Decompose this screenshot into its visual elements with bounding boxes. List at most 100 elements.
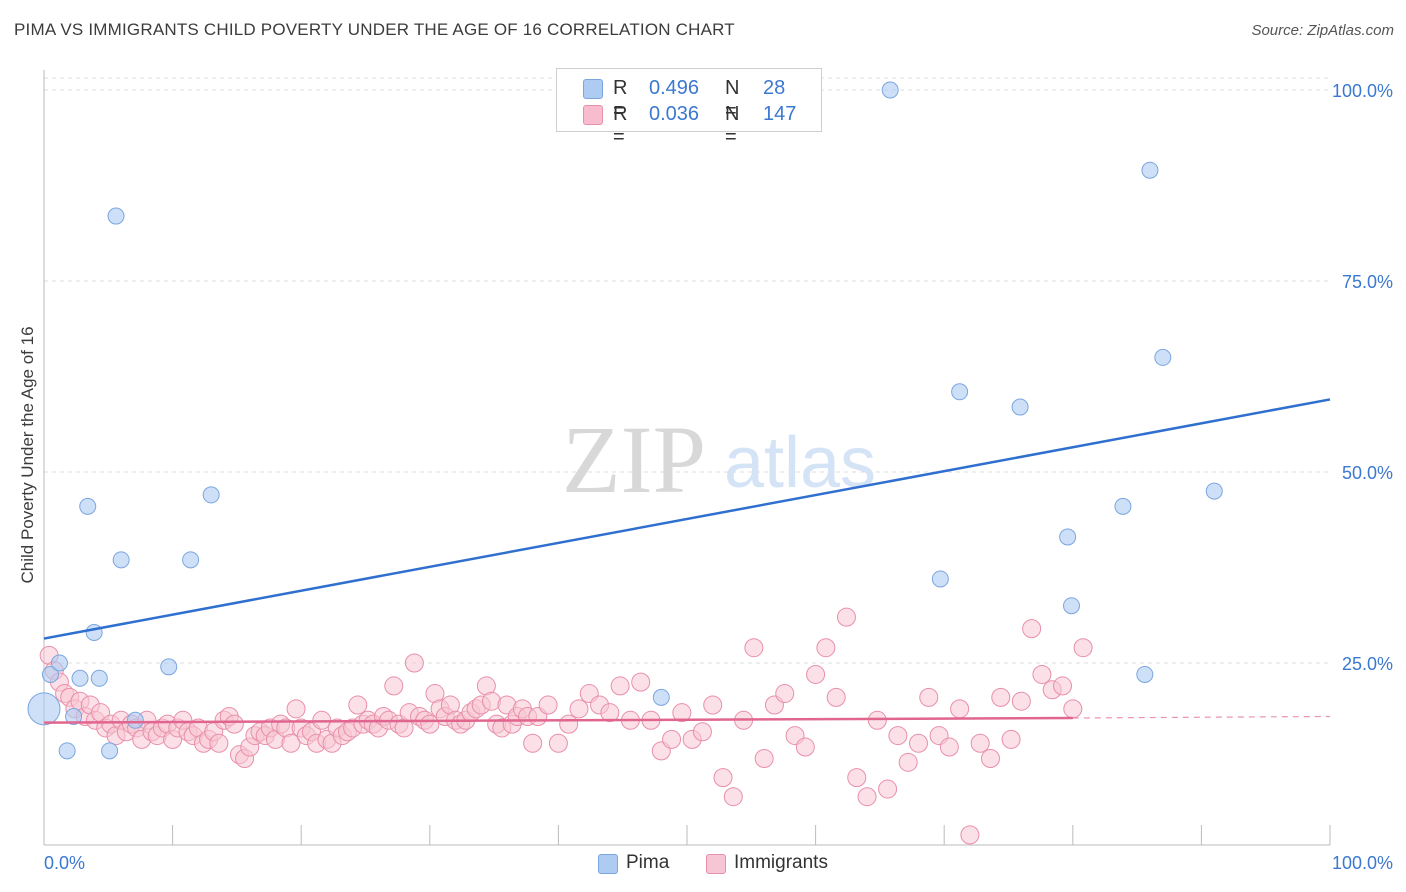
r-label: R = xyxy=(613,77,628,122)
pima-point xyxy=(1136,665,1154,683)
stats-legend: R = 0.496 N = 28 R = 0.036 N = 147 xyxy=(556,68,822,148)
immigrants-point xyxy=(610,676,630,696)
immigrants-point xyxy=(826,687,846,707)
pima-trend-line xyxy=(43,398,1331,640)
immigrants-point xyxy=(523,733,543,753)
pima-point xyxy=(112,551,130,569)
pima-point xyxy=(58,742,76,760)
y-tick-label: 25.0% xyxy=(1342,654,1393,674)
immigrants-point xyxy=(713,768,733,788)
immigrants-legend-label: Immigrants xyxy=(734,852,828,873)
immigrants-point xyxy=(836,607,856,627)
immigrants-point xyxy=(209,733,229,753)
x-tick-label: 100.0% xyxy=(1332,853,1393,873)
x-tick-label: 0.0% xyxy=(44,853,85,873)
pima-point xyxy=(1063,597,1081,615)
immigrants-point xyxy=(1073,638,1093,658)
immigrants-point xyxy=(281,733,301,753)
pima-point xyxy=(1059,528,1077,546)
pima-legend-label: Pima xyxy=(626,852,670,873)
pima-point xyxy=(65,707,83,725)
immigrants-point xyxy=(692,722,712,742)
immigrants-point xyxy=(795,737,815,757)
n-label: N = xyxy=(725,103,740,148)
immigrants-point xyxy=(662,729,682,749)
immigrants-point xyxy=(559,714,579,734)
pima-point xyxy=(931,570,949,588)
immigrants-point xyxy=(950,699,970,719)
immigrants-point xyxy=(754,749,774,768)
immigrants-swatch xyxy=(583,105,603,125)
immigrants-point xyxy=(538,695,558,715)
pima-point xyxy=(101,742,119,760)
immigrants-legend-swatch xyxy=(706,854,726,874)
immigrants-point xyxy=(898,752,918,772)
pima-point xyxy=(1141,161,1159,179)
r-value: 0.036 xyxy=(649,103,700,125)
pima-point xyxy=(85,623,103,641)
pima-point xyxy=(1154,348,1172,366)
immigrants-point xyxy=(600,703,620,723)
immigrants-point xyxy=(908,733,928,753)
pima-point xyxy=(182,551,200,569)
immigrants-point xyxy=(970,733,990,753)
y-tick-label: 100.0% xyxy=(1332,81,1393,101)
pima-point xyxy=(652,688,670,706)
immigrants-point xyxy=(384,676,404,696)
immigrants-point xyxy=(867,710,887,730)
immigrants-point xyxy=(404,653,424,673)
immigrants-point xyxy=(744,638,764,658)
pima-point xyxy=(1011,398,1029,416)
immigrants-point xyxy=(939,737,959,757)
tick-labels: 25.0% 50.0% 75.0% 100.0% 0.0% 100.0% xyxy=(44,81,1393,873)
immigrants-point xyxy=(286,699,306,719)
pima-points xyxy=(27,81,1223,760)
immigrants-point xyxy=(569,699,589,719)
grid-lines xyxy=(44,77,1330,664)
pima-point xyxy=(1114,497,1132,515)
pima-point xyxy=(951,383,969,401)
immigrants-point xyxy=(806,664,826,684)
pima-point xyxy=(1205,482,1223,500)
r-label: R = xyxy=(613,103,628,148)
y-tick-label: 50.0% xyxy=(1342,463,1393,483)
watermark-atlas: atlas xyxy=(724,423,876,503)
immigrants-point xyxy=(1053,676,1073,696)
n-value: 28 xyxy=(763,77,786,99)
immigrants-point xyxy=(1032,664,1052,684)
immigrants-point xyxy=(672,703,692,723)
pima-point xyxy=(160,658,178,676)
immigrants-point xyxy=(847,768,867,788)
pima-point xyxy=(41,665,59,683)
watermark: ZIP atlas xyxy=(562,406,876,513)
immigrants-point xyxy=(878,779,898,799)
chart-source: Source: ZipAtlas.com xyxy=(1251,22,1394,39)
immigrants-point xyxy=(991,687,1011,707)
r-value: 0.496 xyxy=(649,77,700,99)
immigrants-trend-line xyxy=(43,716,1073,724)
pima-point xyxy=(881,81,899,99)
pima-point xyxy=(126,711,144,729)
pima-point xyxy=(79,497,97,515)
immigrants-point xyxy=(703,695,723,715)
immigrants-point xyxy=(631,672,651,692)
pima-point xyxy=(71,669,89,687)
immigrants-point xyxy=(348,695,368,715)
n-label: N = xyxy=(725,77,740,122)
immigrants-point xyxy=(1011,691,1031,711)
pima-point xyxy=(107,207,125,225)
immigrants-point xyxy=(1022,619,1042,639)
immigrants-point xyxy=(1063,699,1083,719)
chart-title: PIMA VS IMMIGRANTS CHILD POVERTY UNDER T… xyxy=(14,20,735,39)
trend-lines xyxy=(43,398,1331,724)
watermark-zip: ZIP xyxy=(562,406,706,513)
pima-point xyxy=(27,692,61,726)
immigrants-point xyxy=(960,825,980,845)
pima-point xyxy=(90,669,108,687)
immigrants-point xyxy=(888,726,908,746)
y-tick-label: 75.0% xyxy=(1342,272,1393,292)
immigrants-point xyxy=(723,787,743,807)
immigrants-point xyxy=(980,749,1000,768)
pima-swatch xyxy=(583,79,603,99)
